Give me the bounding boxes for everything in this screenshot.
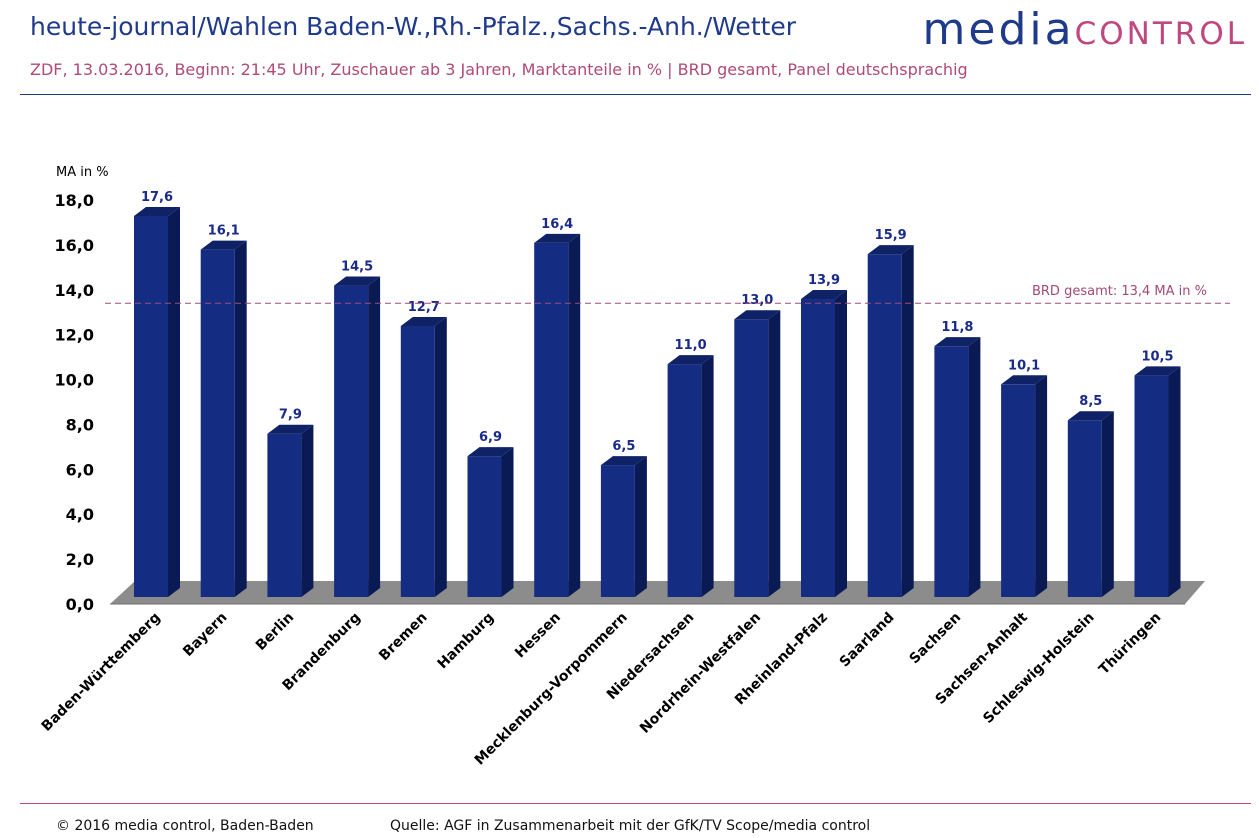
footer-source: Quelle: AGF in Zusammenarbeit mit der Gf… bbox=[390, 818, 871, 834]
bar-value-label: 17,6 bbox=[141, 190, 173, 205]
bar-top bbox=[801, 290, 847, 300]
bar-value-label: 14,5 bbox=[341, 260, 373, 275]
bar-side bbox=[1101, 411, 1114, 597]
logo-part-media: media bbox=[922, 4, 1075, 55]
bar bbox=[467, 456, 502, 597]
bar-top bbox=[1134, 366, 1181, 376]
bar-value-label: 11,8 bbox=[941, 320, 973, 335]
bar-top bbox=[1067, 411, 1114, 421]
y-tick-label: 6,0 bbox=[66, 460, 94, 479]
bar-value-label: 16,1 bbox=[208, 224, 240, 239]
y-tick-label: 10,0 bbox=[55, 371, 94, 390]
bar-side bbox=[634, 456, 647, 597]
y-tick-label: 12,0 bbox=[55, 326, 94, 345]
bar-value-label: 10,1 bbox=[1008, 358, 1040, 373]
x-category-label: Saarland bbox=[837, 610, 898, 671]
bar bbox=[801, 299, 835, 597]
footer-divider bbox=[20, 803, 1251, 804]
header-divider bbox=[20, 94, 1251, 95]
y-tick-label: 16,0 bbox=[55, 236, 94, 255]
bar-value-label: 11,0 bbox=[675, 338, 707, 353]
bar-value-label: 8,5 bbox=[1079, 394, 1102, 409]
bar-top bbox=[934, 337, 981, 347]
bar-value-label: 16,4 bbox=[541, 217, 573, 232]
logo-part-control: control bbox=[1074, 4, 1247, 55]
page-title: heute-journal/Wahlen Baden-W.,Rh.-Pfalz.… bbox=[30, 12, 797, 41]
x-category-label: Baden-Württemberg bbox=[39, 610, 164, 735]
bar-side bbox=[368, 276, 381, 597]
bar bbox=[134, 215, 168, 597]
bar bbox=[734, 319, 769, 597]
x-category-label: Bremen bbox=[376, 610, 431, 665]
bar-value-label: 6,9 bbox=[479, 430, 502, 445]
bar-value-label: 7,9 bbox=[279, 408, 302, 423]
bar bbox=[667, 364, 702, 597]
bar bbox=[200, 249, 235, 597]
bar bbox=[334, 285, 369, 597]
y-tick-label: 14,0 bbox=[55, 281, 94, 300]
bar-side bbox=[168, 206, 180, 597]
x-category-label: Bayern bbox=[180, 610, 230, 660]
bar bbox=[400, 325, 435, 597]
bar-top bbox=[734, 310, 781, 320]
x-category-label: Schleswig-Holstein bbox=[980, 610, 1097, 727]
bar-side bbox=[901, 245, 914, 597]
bar-side bbox=[234, 240, 247, 597]
bar-top bbox=[667, 355, 714, 365]
bar-value-label: 10,5 bbox=[1141, 349, 1173, 364]
media-control-logo: mediacontrol bbox=[923, 4, 1247, 55]
bar-top bbox=[600, 456, 647, 466]
bar-top bbox=[200, 240, 247, 250]
bar-top bbox=[267, 424, 314, 434]
bar-value-label: 13,0 bbox=[741, 293, 773, 308]
bar-side bbox=[568, 233, 581, 597]
y-tick-label: 18,0 bbox=[55, 191, 94, 210]
bar bbox=[534, 242, 569, 597]
bar-value-label: 15,9 bbox=[875, 228, 907, 243]
bar bbox=[267, 433, 302, 597]
bar bbox=[934, 346, 969, 597]
bar-side bbox=[968, 337, 981, 597]
x-category-label: Nordrhein-Westfalen bbox=[637, 610, 764, 737]
bar-value-label: 12,7 bbox=[408, 300, 440, 315]
bar-top bbox=[467, 447, 514, 457]
bar-value-label: 13,9 bbox=[808, 273, 840, 288]
bar-top bbox=[867, 245, 914, 255]
bar-side bbox=[434, 316, 447, 597]
bar-side bbox=[768, 310, 781, 597]
bar bbox=[867, 254, 902, 597]
bar-top bbox=[134, 206, 180, 216]
y-tick-label: 4,0 bbox=[66, 505, 94, 524]
bar-side bbox=[1168, 366, 1181, 597]
bar bbox=[1001, 384, 1036, 597]
bar bbox=[1067, 420, 1102, 597]
bar-side bbox=[701, 355, 714, 597]
y-tick-label: 0,0 bbox=[66, 595, 94, 614]
x-category-label: Sachsen bbox=[907, 610, 965, 668]
bar-top bbox=[400, 316, 447, 326]
bar-side bbox=[835, 290, 847, 597]
x-category-label: Hessen bbox=[512, 610, 564, 662]
y-axis-label: MA in % bbox=[56, 165, 109, 180]
bar bbox=[600, 465, 635, 597]
bar-value-label: 6,5 bbox=[612, 439, 635, 454]
bar-chart: 0,0 2,0 4,0 6,0 8,0 10,0 12,0 14,0 16,0 18,0 MA in… bbox=[39, 165, 1230, 768]
y-tick-label: 8,0 bbox=[66, 415, 94, 434]
x-category-label: Berlin bbox=[253, 610, 297, 654]
bar-top bbox=[534, 233, 581, 243]
y-tick-label: 2,0 bbox=[66, 550, 94, 569]
footer-copyright: © 2016 media control, Baden-Baden bbox=[56, 818, 314, 834]
bar-top bbox=[334, 276, 381, 286]
chart-floor bbox=[110, 581, 1205, 604]
reference-line-label: BRD gesamt: 13,4 MA in % bbox=[1032, 284, 1207, 299]
bar-side bbox=[1035, 375, 1048, 597]
bar-side bbox=[501, 447, 514, 597]
x-category-label: Hamburg bbox=[435, 610, 498, 673]
bar bbox=[1134, 375, 1169, 597]
bar-top bbox=[1001, 375, 1048, 385]
x-category-label: Thüringen bbox=[1096, 610, 1164, 678]
page-subtitle: ZDF, 13.03.2016, Beginn: 21:45 Uhr, Zusc… bbox=[30, 60, 968, 79]
bar-side bbox=[301, 424, 314, 597]
